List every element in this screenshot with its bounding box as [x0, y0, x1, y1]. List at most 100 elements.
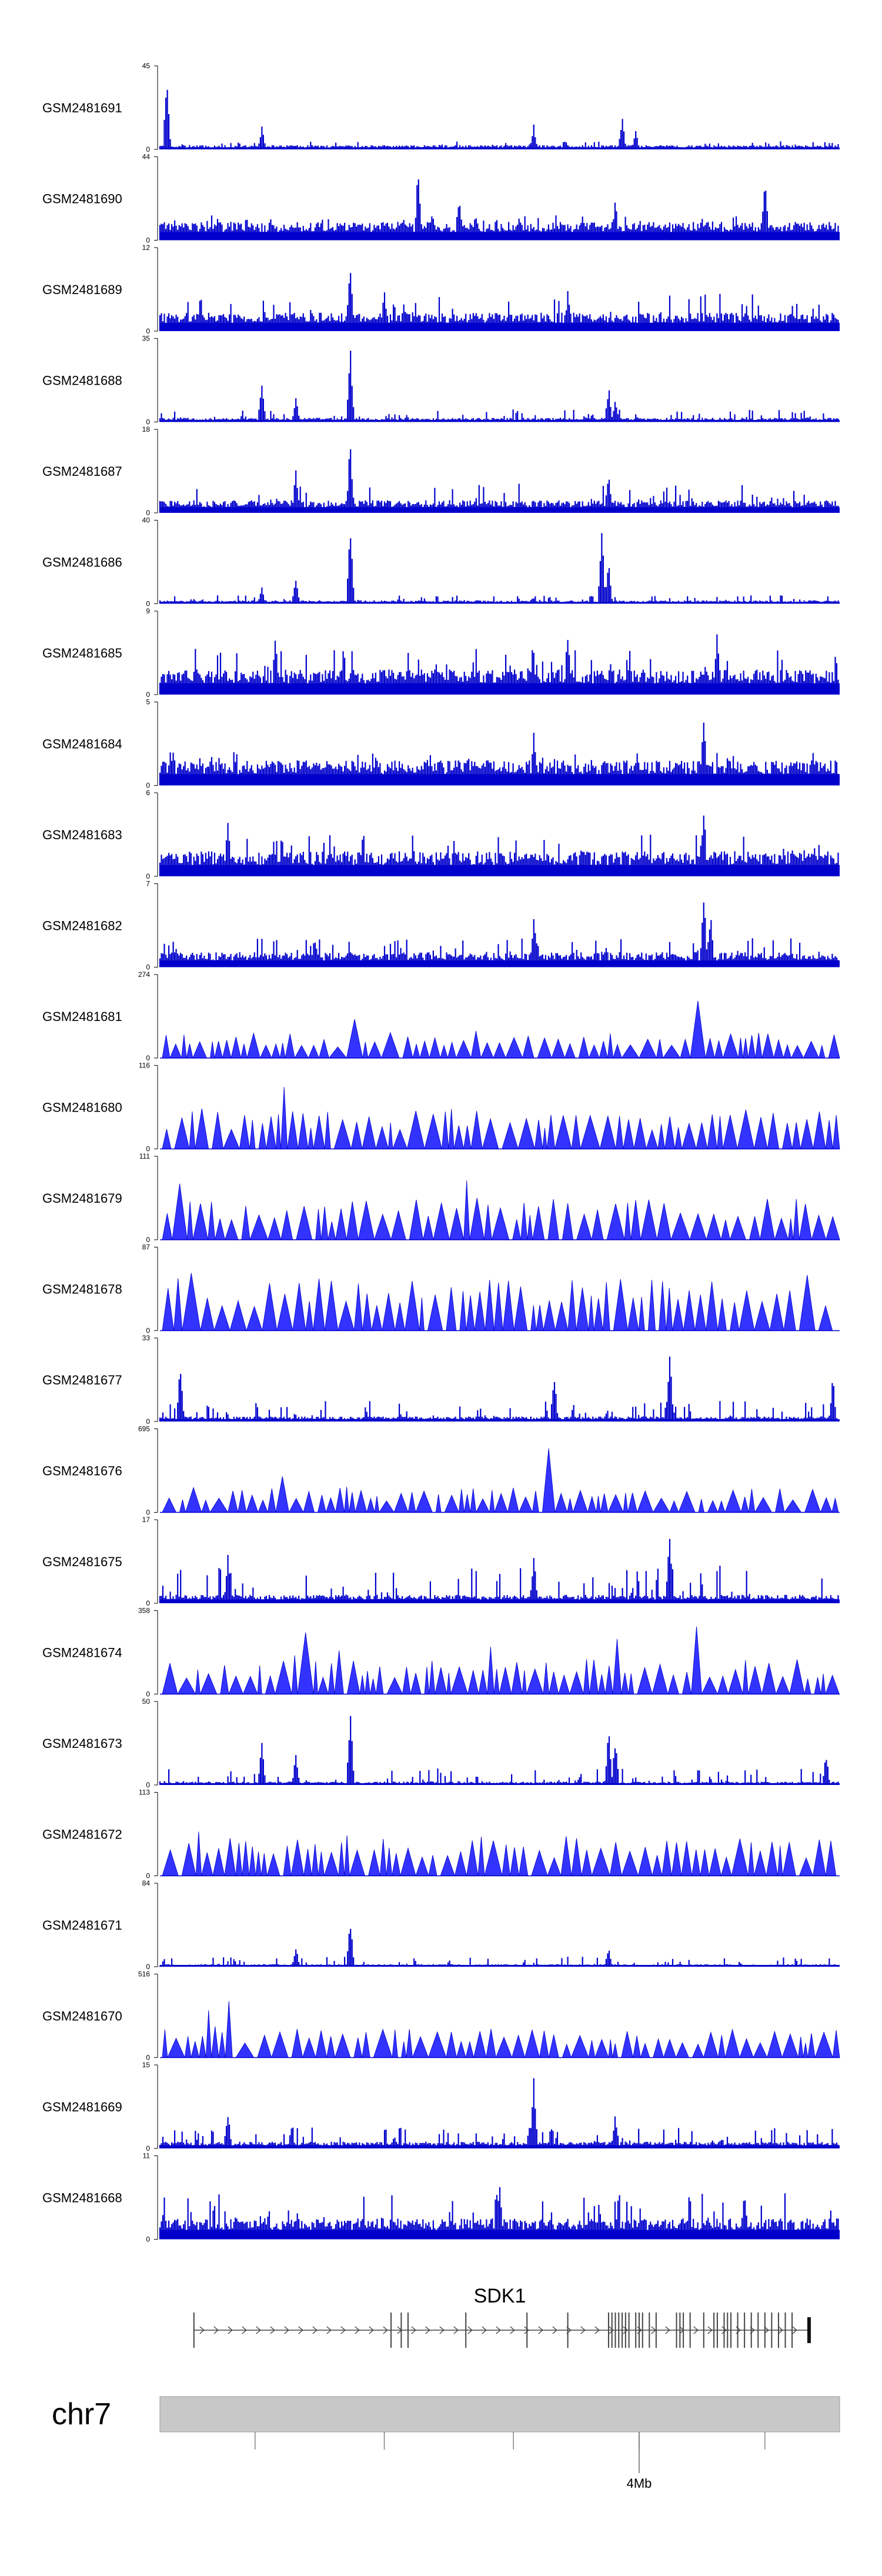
strand-arrow-icon: [651, 2326, 656, 2334]
track-label: GSM2481671: [42, 1918, 122, 1933]
track-label: GSM2481690: [42, 192, 122, 206]
y-min-label: 0: [146, 963, 150, 972]
y-min-label: 0: [146, 1417, 150, 1426]
y-max-label: 358: [138, 1607, 150, 1615]
signal-bars: [159, 2078, 839, 2148]
track-label: GSM2481670: [42, 2009, 122, 2024]
track-label: GSM2481678: [42, 1282, 122, 1297]
exon: [737, 2313, 739, 2348]
track-GSM2481680: GSM2481680 116 0: [42, 1062, 840, 1153]
track-label: GSM2481669: [42, 2100, 122, 2114]
track-GSM2481668: GSM2481668 11 0: [42, 2152, 840, 2244]
signal-baseline: [160, 2230, 840, 2240]
signal-bars: [159, 1716, 839, 1785]
track-label: GSM2481683: [42, 827, 122, 842]
y-max-label: 87: [142, 1243, 151, 1252]
signal-baseline: [160, 2145, 840, 2148]
exon: [679, 2313, 681, 2348]
exon: [757, 2313, 759, 2348]
signal-baseline: [160, 1599, 840, 1603]
strand-arrow-icon: [312, 2326, 318, 2334]
exon: [807, 2317, 811, 2343]
y-max-label: 15: [142, 2061, 151, 2069]
signal-triangles: [162, 2001, 840, 2058]
y-min-label: 0: [146, 509, 150, 517]
y-max-label: 18: [142, 425, 151, 433]
exon: [628, 2313, 630, 2348]
exon: [465, 2313, 467, 2348]
signal-triangles: [162, 1087, 840, 1149]
signal-tracks: GSM2481691450GSM2481690440GSM2481689120G…: [42, 62, 840, 2244]
y-min-label: 0: [146, 2235, 150, 2244]
strand-arrow-icon: [199, 2326, 205, 2334]
strand-arrow-icon: [242, 2326, 247, 2334]
signal-bars: [159, 1928, 839, 1967]
y-min-label: 0: [146, 600, 150, 608]
signal-baseline: [160, 322, 840, 331]
track-label: GSM2481687: [42, 464, 122, 479]
y-min-label: 0: [146, 690, 150, 699]
signal-bars: [159, 902, 839, 967]
strand-arrow-icon: [538, 2326, 543, 2334]
signal-bars: [159, 1356, 839, 1422]
y-max-label: 17: [142, 1516, 151, 1524]
y-max-label: 516: [138, 1970, 150, 1978]
strand-arrow-icon: [453, 2326, 459, 2334]
y-max-label: 5: [146, 698, 150, 706]
y-min-label: 0: [146, 2054, 150, 2062]
strand-arrow-icon: [467, 2326, 473, 2334]
strand-arrow-icon: [665, 2326, 670, 2334]
signal-triangles: [162, 1000, 840, 1059]
track-GSM2481672: GSM2481672 113 0: [42, 1788, 840, 1880]
signal-triangles: [162, 1448, 839, 1513]
strand-arrow-icon: [439, 2326, 445, 2334]
strand-arrow-icon: [355, 2326, 360, 2334]
track-GSM2481683: GSM2481683 6 0: [42, 789, 840, 880]
exon: [777, 2313, 779, 2348]
strand-arrow-icon: [580, 2326, 586, 2334]
exon: [567, 2313, 569, 2348]
y-min-label: 0: [146, 1327, 150, 1335]
track-label: GSM2481674: [42, 1646, 122, 1660]
exon: [744, 2313, 746, 2348]
track-GSM2481689: GSM2481689 12 0: [42, 243, 840, 335]
strand-arrow-icon: [496, 2326, 501, 2334]
exon: [723, 2313, 725, 2348]
exon: [193, 2313, 195, 2348]
strand-arrow-icon: [792, 2326, 797, 2334]
chromosome-ideogram: chr7 4Mb: [52, 2396, 840, 2491]
strand-arrow-icon: [340, 2326, 346, 2334]
y-max-label: 695: [138, 1425, 150, 1433]
strand-arrow-icon: [326, 2326, 332, 2334]
signal-baseline: [160, 960, 840, 967]
exon: [614, 2313, 616, 2348]
y-min-label: 0: [146, 1054, 150, 1062]
track-GSM2481676: GSM2481676 695 0: [42, 1425, 840, 1517]
y-max-label: 6: [146, 789, 150, 797]
y-min-label: 0: [146, 1781, 150, 1789]
exon: [676, 2313, 677, 2348]
signal-triangles: [162, 1831, 837, 1876]
strand-arrow-icon: [721, 2326, 727, 2334]
y-min-label: 0: [146, 1509, 150, 1517]
strand-arrow-icon: [270, 2326, 275, 2334]
track-label: GSM2481675: [42, 1554, 122, 1569]
track-GSM2481690: GSM2481690 44 0: [42, 153, 840, 245]
exon: [400, 2313, 402, 2348]
y-max-label: 274: [138, 970, 150, 979]
strand-arrow-icon: [411, 2326, 416, 2334]
y-min-label: 0: [146, 782, 150, 790]
track-label: GSM2481680: [42, 1100, 122, 1115]
strand-arrow-icon: [228, 2326, 233, 2334]
strand-arrow-icon: [425, 2326, 430, 2334]
signal-triangles: [162, 1180, 840, 1240]
strand-arrow-icon: [524, 2326, 529, 2334]
track-GSM2481674: GSM2481674 358 0: [42, 1607, 840, 1699]
track-label: GSM2481686: [42, 555, 122, 570]
y-min-label: 0: [146, 327, 150, 335]
exon: [642, 2313, 643, 2348]
signal-baseline: [160, 232, 840, 241]
exon: [764, 2313, 766, 2348]
track-label: GSM2481668: [42, 2191, 122, 2205]
